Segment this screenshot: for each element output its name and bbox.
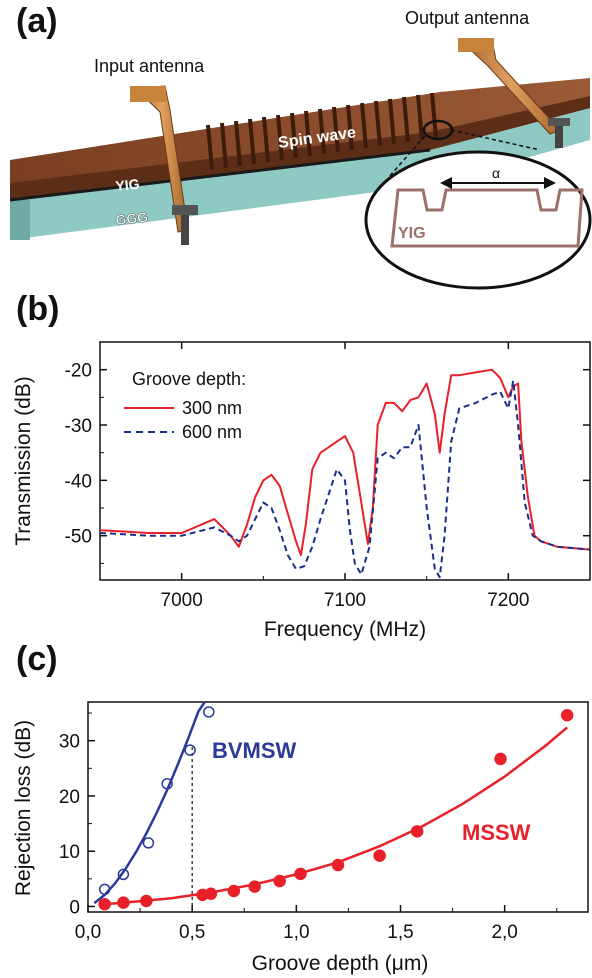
spin-wave-arrow	[261, 94, 361, 107]
mssw-data-point	[227, 884, 241, 898]
mssw-data-point	[117, 896, 130, 909]
zoom-line-right	[450, 129, 541, 151]
output-antenna-label: Output antenna	[405, 8, 530, 28]
chart-b-ytick-label: -40	[65, 471, 92, 492]
input-antenna-pad	[130, 86, 166, 102]
chart-c-xtick-label: 0,5	[179, 922, 205, 943]
yig-ggg-interface	[9, 148, 431, 202]
mssw-data-point	[331, 858, 345, 872]
zoom-inset	[364, 150, 592, 290]
chart-b-xtick-label: 7100	[324, 590, 366, 611]
bvmsw-data-point	[161, 778, 173, 790]
chart-b-ytick-label: -50	[65, 527, 92, 548]
device-schematic: Spin wave YIG GGG Input antenna Output a…	[9, 8, 592, 290]
panel-a-label: (a)	[16, 2, 58, 40]
chart-b-ylabel: Transmission (dB)	[12, 376, 35, 546]
series-300nm-line	[99, 368, 591, 557]
chart-c-ytick-label: 0	[69, 897, 80, 918]
chart-c-ytick-label: 20	[59, 787, 80, 808]
ggg-substrate	[10, 108, 590, 240]
legend-300nm-label: 300 nm	[182, 398, 242, 418]
series-600nm-line	[99, 379, 591, 579]
spin-wave-arrowhead	[358, 90, 374, 104]
mssw-data-point	[248, 880, 261, 893]
inset-arrowhead-right	[544, 177, 556, 189]
bvmsw-data-point	[98, 883, 111, 896]
output-antenna-connector	[548, 118, 570, 126]
chart-b-xlabel: Frequency (MHz)	[264, 618, 426, 641]
ggg-side	[10, 200, 30, 240]
ggg-label: GGG	[115, 209, 149, 228]
bvmsw-data-point	[117, 868, 130, 881]
bvmsw-label: BVMSW	[212, 738, 297, 763]
mssw-data-point	[373, 849, 386, 862]
mssw-data-point	[204, 887, 218, 901]
panel-c-label: (c)	[16, 640, 58, 678]
chart-c-ylabel: Rejection loss (dB)	[12, 720, 35, 896]
mssw-data-point	[410, 825, 424, 838]
chart-c-xtick-label: 1,5	[387, 922, 413, 943]
mssw-label: MSSW	[462, 820, 531, 845]
chart-c-xtick-label: 2,0	[491, 922, 517, 943]
panel-b-label: (b)	[16, 290, 60, 328]
inset-yig-label: YIG	[398, 225, 426, 242]
mssw-data-point	[294, 867, 307, 881]
legend-600nm-label: 600 nm	[182, 422, 242, 442]
grooves	[206, 92, 438, 171]
chart-c-ytick-label: 10	[59, 842, 80, 863]
mssw-data-point	[98, 898, 111, 911]
chart-c-xlabel: Groove depth (μm)	[252, 952, 429, 975]
chart-b-ytick-label: -30	[65, 416, 92, 437]
chart-b-xtick-label: 7200	[487, 590, 529, 611]
mssw-data-point	[494, 752, 507, 766]
yig-front-edge	[10, 96, 590, 200]
inset-arrowhead-left	[440, 177, 452, 189]
rejection-loss-chart: 0,0 0,5 1,0 1,5 2,0 0 10 20 30 BVMSW MSSW Groove…	[12, 701, 589, 975]
inset-groove-profile	[390, 188, 584, 248]
mssw-data-point	[273, 874, 286, 888]
chart-b-xtick-label: 7000	[161, 590, 203, 611]
input-antenna-label: Input antenna	[94, 56, 205, 76]
output-connector-pin	[555, 126, 563, 148]
transmission-chart: 7000 7100 7200 -20 -30 -40 -50 Groove depth: 3…	[12, 341, 591, 641]
chart-b-ytick-label: -20	[65, 361, 92, 382]
bvmsw-fit-curve	[93, 701, 206, 905]
chart-c-ytick-label: 30	[59, 732, 80, 753]
mssw-data-point	[140, 894, 153, 908]
chart-c-frame	[87, 701, 589, 913]
mssw-data-point	[560, 709, 574, 722]
input-antenna-connector	[172, 205, 198, 215]
output-antenna-pad	[458, 38, 494, 52]
inset-period-symbol: α	[492, 165, 500, 181]
zoom-line-left	[387, 135, 426, 179]
chart-c-xtick-label: 1,0	[283, 922, 309, 943]
yig-label: YIG	[115, 176, 141, 194]
chart-b-legend-title: Groove depth:	[132, 369, 246, 389]
bvmsw-data-point	[203, 706, 215, 718]
bvmsw-data-point	[184, 744, 196, 756]
chart-c-xtick-label: 0,0	[75, 922, 101, 943]
input-connector-pin	[181, 215, 189, 245]
bvmsw-data-point	[142, 837, 155, 849]
